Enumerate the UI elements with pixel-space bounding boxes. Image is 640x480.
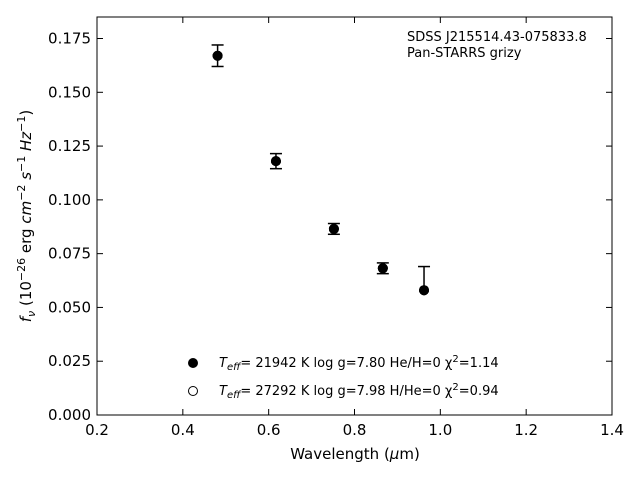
x-tick-label: 0.4 bbox=[171, 421, 195, 439]
survey-annotation: Pan-STARRS grizy bbox=[407, 46, 522, 61]
x-tick-labels: 0.2 0.4 0.6 0.8 1.0 1.2 1.4 bbox=[85, 421, 624, 439]
error-bars bbox=[211, 44, 431, 291]
y-tick-labels: 0.000 0.025 0.050 0.075 0.100 0.125 0.150 0.175 bbox=[48, 30, 91, 424]
observed-point bbox=[328, 223, 339, 234]
observed-point bbox=[377, 263, 388, 274]
x-axis-title: Wavelength (μm) bbox=[290, 445, 420, 463]
observed-point bbox=[270, 156, 281, 167]
observed-point bbox=[419, 285, 430, 296]
legend-1-rest: = 21942 K log g=7.80 He/H=0 χ bbox=[240, 356, 453, 371]
object-name-annotation: SDSS J215514.43-075833.8 bbox=[407, 30, 587, 45]
observed-point bbox=[212, 50, 223, 61]
y-tick-label: 0.025 bbox=[48, 352, 91, 370]
x-tick-label: 0.6 bbox=[257, 421, 281, 439]
x-tick-label: 0.2 bbox=[85, 421, 109, 439]
legend-2-rest: = 27292 K log g=7.98 H/He=0 χ bbox=[240, 384, 453, 399]
x-tick-label: 1.0 bbox=[428, 421, 452, 439]
x-tick-label: 0.8 bbox=[343, 421, 367, 439]
legend-1-chi: =1.14 bbox=[459, 356, 499, 371]
legend-1-sq: 2 bbox=[452, 354, 458, 365]
y-tick-label: 0.050 bbox=[48, 298, 91, 316]
y-axis-title: fν (10−26 erg cm−2 s−1 Hz−1) bbox=[15, 110, 38, 322]
y-tick-label: 0.125 bbox=[48, 137, 91, 155]
legend-1-eff: eff bbox=[227, 362, 242, 373]
legend-2-sq: 2 bbox=[452, 382, 458, 393]
legend-2-eff: eff bbox=[227, 390, 242, 401]
legend-2-chi: =0.94 bbox=[459, 384, 499, 399]
y-tick-label: 0.150 bbox=[48, 83, 91, 101]
legend-marker-filled bbox=[188, 358, 198, 368]
legend-marker-open bbox=[188, 386, 198, 396]
axis-ticks bbox=[96, 17, 613, 416]
legend-2-t: T bbox=[219, 384, 228, 399]
x-tick-label: 1.2 bbox=[514, 421, 538, 439]
x-tick-label: 1.4 bbox=[600, 421, 624, 439]
y-tick-label: 0.075 bbox=[48, 245, 91, 263]
y-tick-label: 0.100 bbox=[48, 191, 91, 209]
legend-entry-2: Teff= 27292 K log g=7.98 H/He=0 χ2=0.94 bbox=[219, 382, 499, 401]
legend-entry-1: Teff= 21942 K log g=7.80 He/H=0 χ2=1.14 bbox=[219, 354, 499, 373]
legend-1-t: T bbox=[219, 356, 228, 371]
y-tick-label: 0.000 bbox=[48, 406, 91, 424]
legend: Teff= 21942 K log g=7.80 He/H=0 χ2=1.14 … bbox=[188, 354, 499, 401]
y-tick-label: 0.175 bbox=[48, 30, 91, 48]
data-points bbox=[212, 50, 430, 296]
